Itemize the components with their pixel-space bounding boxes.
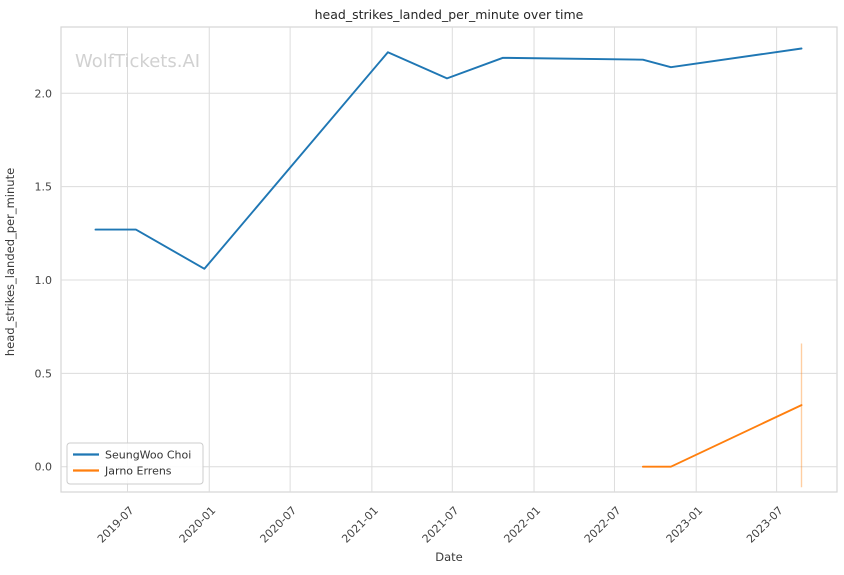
legend-label-1: Jarno Errens	[104, 465, 172, 478]
x-tick-label: 2021-01	[339, 504, 381, 546]
x-tick-label: 2023-01	[664, 504, 706, 546]
y-axis-label: head_strikes_landed_per_minute	[3, 168, 17, 356]
watermark: WolfTickets.AI	[75, 51, 200, 72]
y-tick-label: 1.5	[35, 181, 53, 194]
x-tick-label: 2020-07	[258, 504, 300, 546]
x-tick-label: 2019-07	[95, 504, 137, 546]
gridlines	[61, 27, 837, 492]
x-tick-label: 2022-07	[582, 504, 624, 546]
x-tick-label: 2020-01	[177, 504, 219, 546]
series-line-1	[641, 404, 803, 468]
plot-area	[60, 26, 838, 493]
series-line-0	[94, 47, 803, 270]
x-tick-labels: 2019-07 2020-01 2020-07 2021-01 2021-07 2022-…	[95, 504, 786, 546]
chart-title: head_strikes_landed_per_minute over time	[315, 7, 584, 22]
x-tick-label: 2023-07	[744, 504, 786, 546]
legend: SeungWoo Choi Jarno Errens	[66, 442, 204, 485]
legend-label-0: SeungWoo Choi	[105, 449, 191, 462]
y-tick-labels: 0.0 0.5 1.0 1.5 2.0	[35, 87, 53, 473]
y-tick-label: 2.0	[35, 87, 53, 100]
x-tick-label: 2021-07	[420, 504, 462, 546]
x-axis-label: Date	[435, 550, 463, 564]
y-tick-label: 0.5	[35, 367, 53, 380]
y-tick-label: 0.0	[35, 461, 53, 474]
y-tick-label: 1.0	[35, 274, 53, 287]
x-tick-label: 2022-01	[501, 504, 543, 546]
legend-box	[66, 442, 204, 485]
series-lines	[94, 47, 803, 488]
